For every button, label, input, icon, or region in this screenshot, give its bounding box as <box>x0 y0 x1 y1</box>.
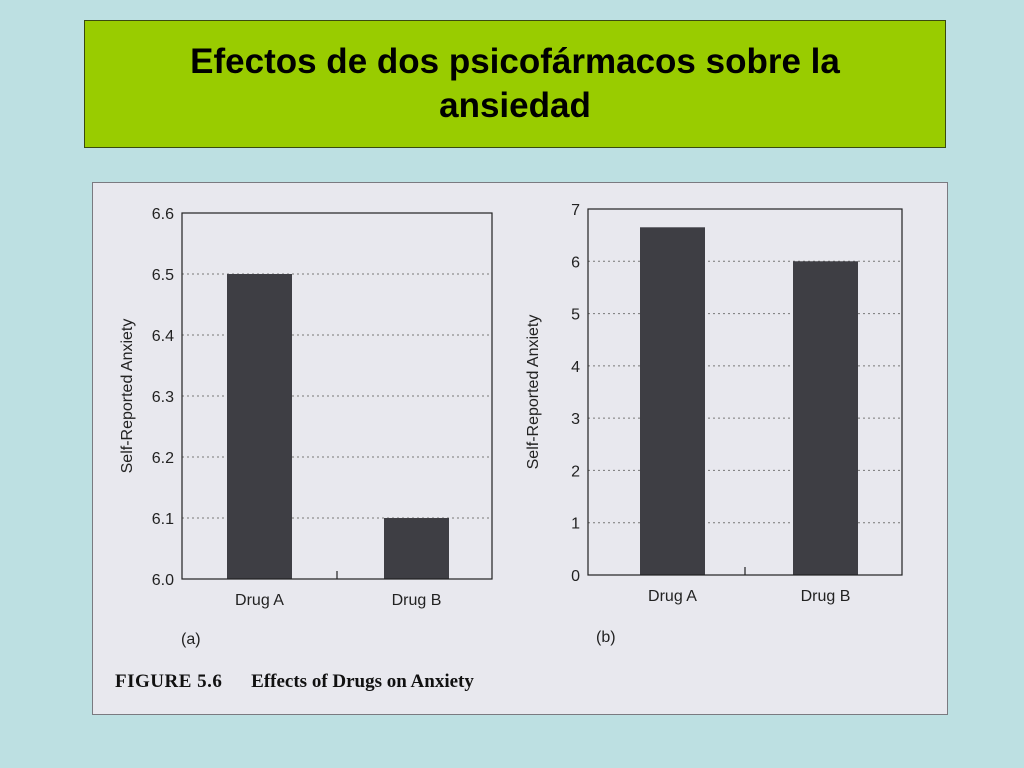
chart-b: 0 1 2 3 4 5 6 7 Drug A Drug B Self-Reported Anxiet… <box>525 202 903 605</box>
chart-a-y-tick-label: 6.3 <box>152 389 174 406</box>
chart-a-y-tick-label: 6.5 <box>152 267 174 284</box>
chart-b-y-tick-label: 1 <box>571 516 580 533</box>
chart-b-y-axis-label: Self-Reported Anxiety <box>525 315 542 470</box>
slide-title-box: Efectos de dos psicofármacos sobre la an… <box>84 20 946 148</box>
figure-caption-title: Effects of Drugs on Anxiety <box>251 671 474 692</box>
chart-b-y-tick-label: 4 <box>571 359 580 376</box>
chart-b-y-tick-label: 2 <box>571 463 580 480</box>
chart-a-bar-drug-a <box>227 274 292 579</box>
panel-label-b: (b) <box>596 629 616 646</box>
chart-b-y-tick-label: 6 <box>571 254 580 271</box>
chart-a-y-axis-label: Self-Reported Anxiety <box>119 319 136 474</box>
chart-b-x-tick-label: Drug A <box>648 588 697 605</box>
chart-a-y-tick-label: 6.6 <box>152 206 174 223</box>
chart-b-y-tick-label: 0 <box>571 568 580 585</box>
figure-caption: FIGURE 5.6 Effects of Drugs on Anxiety <box>115 671 474 693</box>
chart-b-y-tick-label: 3 <box>571 411 580 428</box>
slide-title-line-1: Efectos de dos psicofármacos sobre la <box>190 42 840 81</box>
figure-number: FIGURE 5.6 <box>115 671 223 692</box>
chart-a-y-tick-label: 6.0 <box>152 572 174 589</box>
chart-a-y-tick-label: 6.4 <box>152 328 174 345</box>
chart-a: 6.0 6.1 6.2 6.3 6.4 6.5 6.6 Drug A Drug B Self-Re… <box>119 206 493 609</box>
chart-a-x-tick-label: Drug A <box>235 592 284 609</box>
chart-a-y-tick-label: 6.1 <box>152 511 174 528</box>
chart-a-bar-drug-b <box>384 518 449 579</box>
chart-a-y-tick-label: 6.2 <box>152 450 174 467</box>
chart-b-y-tick-label: 5 <box>571 307 580 324</box>
panel-label-a: (a) <box>181 631 201 648</box>
chart-a-x-tick-label: Drug B <box>392 592 442 609</box>
chart-b-bar-drug-a <box>640 227 705 576</box>
slide-title-line-2: ansiedad <box>439 86 591 125</box>
figure-panel: 6.0 6.1 6.2 6.3 6.4 6.5 6.6 Drug A Drug B Self-Re… <box>92 182 948 715</box>
chart-b-y-tick-label: 7 <box>571 202 580 219</box>
chart-b-x-tick-label: Drug B <box>801 588 851 605</box>
chart-b-bar-drug-b <box>793 261 858 575</box>
